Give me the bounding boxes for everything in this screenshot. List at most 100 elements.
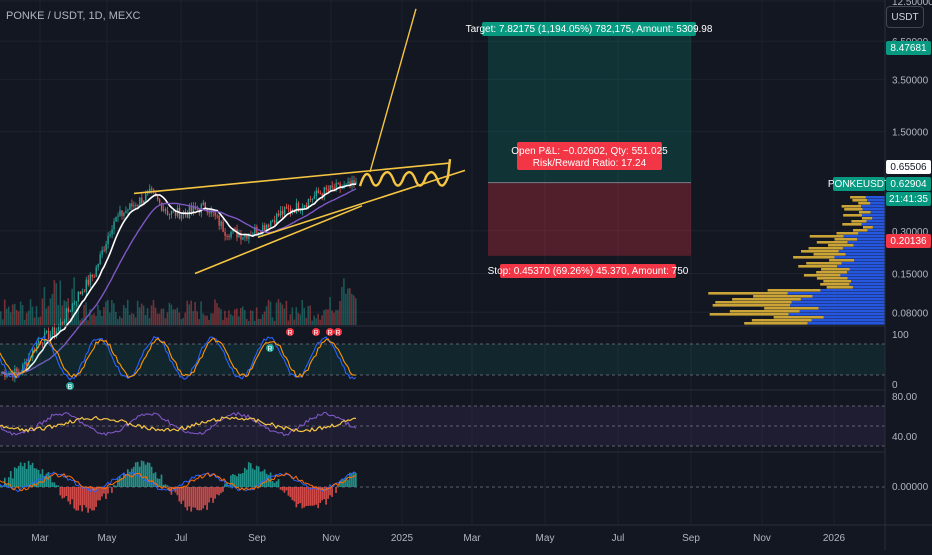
volume-profile-row <box>788 292 885 295</box>
histogram-bar <box>331 487 333 497</box>
volume-profile-row <box>816 271 847 274</box>
volume-bar <box>32 307 34 325</box>
histogram-bar <box>311 487 313 506</box>
volume-bar <box>52 294 54 325</box>
volume-bar <box>220 309 222 325</box>
candle <box>284 207 285 214</box>
histogram-bar <box>125 476 127 487</box>
price-axis-badge-text: 0.20136 <box>890 236 927 247</box>
histogram-bar <box>56 485 58 487</box>
candle <box>72 304 73 311</box>
histogram-bar <box>276 481 278 487</box>
candle <box>197 209 198 210</box>
histogram-bar <box>244 468 246 487</box>
volume-profile-row <box>827 286 853 289</box>
price-axis-badge-text: PONKEUSDT <box>828 179 890 190</box>
volume-bar <box>202 313 204 325</box>
volume-bar <box>276 302 278 325</box>
histogram-bar <box>246 470 248 487</box>
candle <box>337 183 338 184</box>
price-axis-badge-text: 21:41:35 <box>889 194 928 205</box>
volume-bar <box>26 313 28 325</box>
volume-bar <box>60 281 62 325</box>
volume-bar <box>331 310 333 325</box>
price-axis-tick: 3.50000 <box>892 75 929 86</box>
histogram-bar <box>77 487 79 510</box>
candle <box>347 182 348 184</box>
volume-bar <box>147 308 149 325</box>
candle <box>345 183 346 184</box>
volume-bar <box>210 313 212 325</box>
candle <box>92 275 93 277</box>
volume-bar <box>242 306 244 325</box>
volume-bar <box>137 301 139 325</box>
candle <box>274 220 275 223</box>
volume-bar <box>188 304 190 325</box>
candle <box>203 203 204 205</box>
histogram-bar <box>24 463 26 487</box>
candle <box>109 234 110 235</box>
oscillator-axis-tick: 100 <box>892 330 909 341</box>
candle <box>300 210 301 211</box>
time-axis-tick: Mar <box>463 533 481 544</box>
volume-bar <box>284 308 286 325</box>
volume-profile-row <box>823 280 851 283</box>
candle <box>52 328 53 335</box>
histogram-bar <box>351 473 353 487</box>
candle <box>191 207 192 212</box>
histogram-bar <box>250 463 252 487</box>
histogram-bar <box>206 487 208 510</box>
histogram-bar <box>111 487 113 493</box>
volume-bar <box>46 308 48 325</box>
histogram-bar <box>196 487 198 510</box>
volume-bar <box>315 318 317 325</box>
volume-bar <box>58 305 60 325</box>
candle <box>131 204 132 207</box>
histogram-bar <box>194 487 196 508</box>
volume-bar <box>327 309 329 325</box>
volume-bar <box>319 320 321 325</box>
volume-bar <box>212 313 214 325</box>
rsi-axis-tick: 80.00 <box>892 392 917 403</box>
chart-title: PONKE / USDT, 1D, MEXC <box>6 10 140 22</box>
histogram-bar <box>248 462 250 487</box>
histogram-bar <box>353 472 355 487</box>
volume-bar <box>155 308 157 325</box>
volume-profile-row <box>764 307 818 310</box>
volume-bar <box>8 307 10 325</box>
candle <box>306 205 307 207</box>
volume-bar <box>337 310 339 325</box>
volume-bar <box>125 308 127 325</box>
stop-zone[interactable] <box>488 183 691 256</box>
volume-bar <box>262 314 264 325</box>
signal-marker: R <box>286 328 294 337</box>
volume-bar <box>28 311 30 325</box>
candle <box>280 211 281 216</box>
stop-label: Stop: 0.45370 (69.26%) 45.370, Amount: 7… <box>488 264 689 278</box>
volume-profile-row <box>812 319 885 322</box>
time-axis-tick: Sep <box>682 533 700 544</box>
candle <box>119 210 120 215</box>
histogram-bar <box>198 487 200 510</box>
volume-bar <box>107 300 109 325</box>
volume-profile-row <box>843 247 885 250</box>
volume-profile-row <box>843 214 862 217</box>
volume-bar <box>95 316 97 325</box>
volume-profile-row <box>870 202 885 205</box>
volume-bar <box>159 314 161 325</box>
stop-label-text: Stop: 0.45370 (69.26%) 45.370, Amount: 7… <box>488 266 689 277</box>
histogram-bar <box>137 462 139 487</box>
time-axis-tick: Sep <box>248 533 266 544</box>
candle <box>66 309 67 322</box>
volume-profile-row <box>846 253 885 256</box>
histogram-bar <box>242 473 244 487</box>
volume-bar <box>226 318 228 325</box>
volume-bar <box>311 321 313 325</box>
currency-button[interactable]: USDT <box>886 6 924 28</box>
volume-bar <box>115 312 117 325</box>
volume-bar <box>294 320 296 325</box>
volume-profile-row <box>867 199 885 202</box>
histogram-bar <box>14 467 16 487</box>
price-axis-badge: PONKEUSDT <box>828 177 890 191</box>
